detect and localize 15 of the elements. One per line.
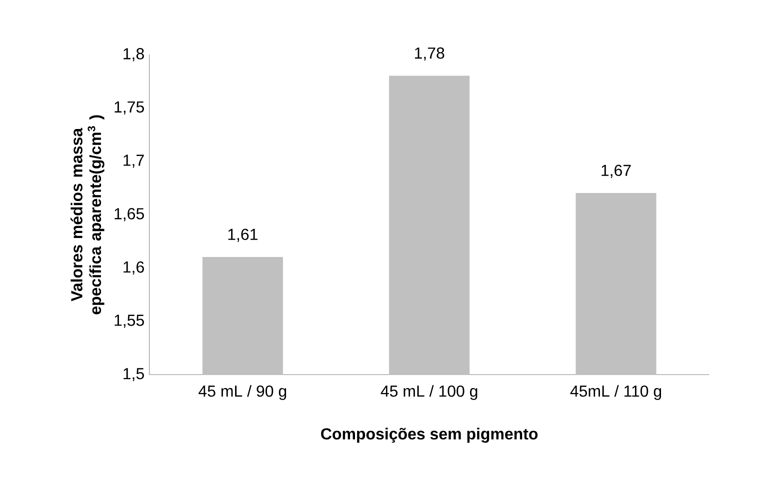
y-tick-label: 1,5 [124,368,144,382]
data-label: 1,67 [602,164,631,178]
y-tick-label: 1,75 [114,101,144,115]
data-label: 1,78 [414,47,444,61]
x-axis-title: Composições sem pigmento [321,428,538,443]
y-tick-label: 1,65 [114,208,144,222]
y-axis-title: Valores médios massa epecífica aparente(g/cm$^{3}$ ) [70,115,104,314]
x-tick-label: 45 mL / 90 g [198,385,286,400]
data-label: 1,61 [228,228,258,242]
y-tick-label: 1,8 [124,48,144,62]
x-tick-label: 45 mL / 100 g [380,385,478,400]
y-tick-label: 1,7 [124,154,144,168]
y-tick-label: 1,55 [114,314,144,328]
x-tick-label: 45mL / 110 g [570,385,662,400]
y-tick-label: 1,6 [124,261,144,275]
